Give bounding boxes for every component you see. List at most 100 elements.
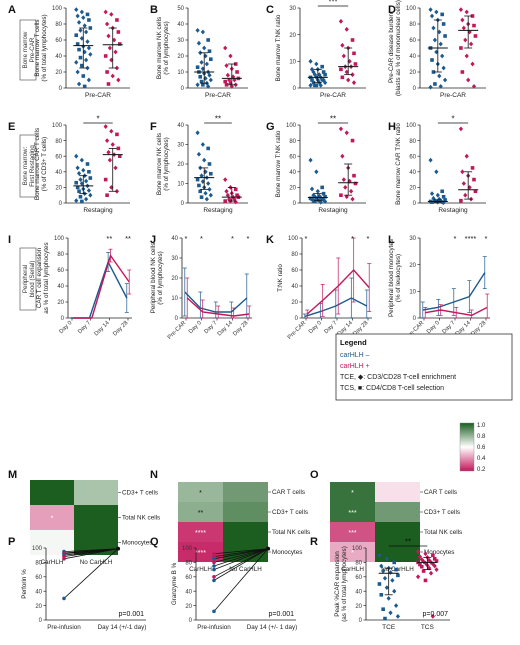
data-point — [199, 60, 204, 65]
y-tick-label: 0 — [293, 201, 297, 207]
y-axis-label: T:NK ratio — [277, 264, 284, 292]
y-tick-label: 100 — [54, 236, 65, 242]
data-point — [198, 75, 203, 79]
panel-letter-r: R — [310, 536, 318, 548]
data-point — [392, 560, 397, 565]
significance-stars: ** — [215, 115, 221, 124]
legend-title: Legend — [340, 338, 367, 347]
chart-j: 0 10 20 30 40 Peripheral blood NK cells (% of … — [150, 234, 252, 341]
data-point — [81, 167, 86, 173]
data-point — [310, 78, 314, 82]
significance-stars: * — [185, 234, 188, 243]
data-point — [107, 157, 113, 163]
data-point — [321, 70, 326, 74]
data-point — [346, 77, 351, 83]
heatmap-cell — [74, 505, 118, 530]
data-point — [78, 194, 83, 199]
data-point — [344, 194, 349, 200]
heatmap-col-label: CarHLH — [341, 566, 364, 573]
data-point — [434, 49, 439, 55]
y-tick-label: 60 — [35, 575, 42, 581]
x-tick-label: Pre-infusion — [47, 624, 81, 631]
pair-line — [213, 548, 269, 581]
data-point — [115, 18, 119, 22]
heatmap-stars: **** — [195, 550, 206, 557]
data-point — [388, 610, 393, 616]
pair-line — [63, 548, 119, 560]
y-axis-label: Bone marrow CAR T cells — [34, 128, 41, 200]
y-tick-label: 80 — [185, 561, 192, 567]
data-point — [344, 69, 349, 75]
data-point — [440, 12, 444, 17]
y-tick-label: 10 — [177, 70, 184, 76]
data-point — [103, 54, 108, 58]
side-label-line: First Restaging — [29, 145, 36, 187]
data-point — [116, 146, 121, 151]
chart-l: 0 10 20 30 Peripheral blood monocytes (% of l… — [388, 234, 490, 341]
data-point — [390, 578, 395, 583]
x-axis-label: Pre-CAR — [440, 92, 466, 99]
y-tick-label: 40 — [55, 54, 62, 60]
data-point — [105, 70, 109, 74]
data-point — [350, 38, 355, 42]
y-tick-label: 100 — [182, 546, 193, 552]
chart-f: 0 10 20 30 40 Bone marrow NK cells (% of lymph… — [156, 115, 248, 214]
y-tick-label: 60 — [355, 575, 362, 581]
heatmap-cell — [74, 480, 118, 505]
x-axis-label: Restaging — [438, 207, 468, 214]
data-point — [318, 82, 323, 88]
y-tick-label: 0 — [39, 618, 43, 624]
data-point — [106, 82, 111, 86]
data-point — [317, 193, 322, 199]
data-point — [464, 153, 469, 159]
y-tick-label: 60 — [409, 154, 416, 160]
data-point — [114, 188, 120, 194]
data-point — [314, 83, 319, 88]
y-tick-label: 20 — [177, 162, 184, 168]
x-tick-label: Day 0 — [308, 320, 323, 335]
data-point — [383, 616, 387, 621]
data-point — [396, 573, 400, 578]
series-line-blue — [422, 272, 486, 311]
data-point — [77, 189, 81, 194]
data-point — [340, 42, 345, 48]
data-point — [379, 593, 384, 597]
y-tick-label: 30 — [177, 38, 184, 44]
y-tick-label: 80 — [55, 22, 62, 28]
significance-stars: * — [247, 234, 250, 243]
significance-stars: * — [454, 234, 457, 243]
heatmap-cell — [178, 502, 223, 522]
y-tick-label: 40 — [55, 170, 62, 176]
p-value: p=0.007 — [423, 611, 449, 618]
series-line-blue — [70, 260, 128, 319]
chart-q: 0 20 40 60 80 100 Granzyme B % Pre-infusion Day … — [171, 546, 297, 631]
data-point — [117, 42, 122, 46]
y-tick-label: 0 — [189, 618, 193, 624]
data-point — [338, 18, 344, 24]
data-point — [75, 69, 80, 75]
legend-item: TCE, ◆: CD3/CD28 T-cell enrichment — [340, 374, 456, 381]
data-point — [463, 192, 468, 198]
data-point — [340, 75, 345, 80]
data-point — [315, 188, 320, 194]
data-point — [203, 76, 208, 81]
data-point — [107, 45, 113, 51]
heatmap-stars: *** — [348, 530, 356, 537]
y-tick-label: 10 — [177, 182, 184, 188]
y-axis-label: (blasts as % of mononuclear cells) — [395, 0, 402, 96]
y-tick-label: 0 — [175, 316, 179, 322]
data-point — [322, 199, 328, 204]
data-point — [235, 193, 239, 197]
data-point — [85, 39, 90, 44]
heatmap-row-label: CD3+ T cells — [272, 509, 308, 516]
data-point — [103, 177, 108, 182]
y-axis-label: Bone marrow CAR T:NK ratio — [395, 123, 402, 205]
data-point — [74, 153, 79, 159]
panel-letter-p: P — [8, 536, 15, 548]
y-axis-label: Bone marrow NK cells — [156, 17, 163, 79]
data-point — [322, 80, 328, 86]
data-point — [62, 557, 66, 561]
data-point — [417, 554, 423, 560]
chart-c: 0 10 20 30 Bone marrow T:NK ratio Pre-CAR *** — [275, 0, 366, 99]
